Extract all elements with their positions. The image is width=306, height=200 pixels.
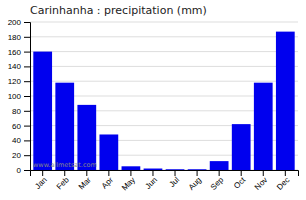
grid (30, 22, 298, 170)
y-tick: 200 (8, 18, 30, 27)
grid-line (30, 22, 298, 23)
grid-line (30, 66, 298, 67)
plot: 0 20 40 60 80 100 120 140 160 180 200 Jan Feb Mar Apr M… (8, 18, 299, 192)
y-tick-mark (24, 52, 30, 53)
x-tick: May (120, 170, 137, 192)
y-tick-label: 120 (8, 77, 22, 86)
x-tick: Sep (209, 170, 226, 192)
y-tick-mark (24, 170, 30, 171)
x-tick: Apr (100, 170, 115, 191)
grid-line (30, 36, 298, 37)
title: Carinhanha : precipitation (mm) (30, 4, 207, 17)
x-tick-mark (64, 170, 65, 176)
x-tick: Mar (77, 170, 93, 191)
y-tick-label: 20 (12, 151, 21, 160)
y-tick: 100 (8, 92, 30, 101)
bar (276, 32, 295, 170)
y-tick: 140 (8, 62, 30, 71)
y-axis-line (24, 23, 31, 171)
x-axis-line (31, 171, 299, 177)
y-tick: 160 (8, 48, 30, 57)
bars (33, 32, 294, 170)
x-tick-label: Feb (55, 175, 72, 192)
y-tick: 180 (8, 33, 30, 42)
y-tick-label: 40 (12, 136, 21, 145)
y-tick-label: 100 (8, 92, 22, 101)
y-tick: 80 (12, 107, 30, 116)
y-tick: 60 (12, 122, 30, 131)
x-axis: Jan Feb Mar Apr May Jun Jul Aug Sep Oct Nov Dec (31, 170, 299, 192)
y-tick-mark (24, 111, 30, 112)
x-tick: Nov (253, 170, 269, 192)
x-tick-mark (219, 170, 220, 176)
bar (254, 83, 273, 170)
x-tick-mark (175, 170, 176, 176)
bar (55, 83, 74, 170)
bar (188, 169, 207, 170)
y-tick-mark (24, 126, 30, 127)
y-tick-mark (24, 66, 30, 67)
y-tick-mark (24, 140, 30, 141)
y-tick-label: 180 (8, 33, 22, 42)
y-tick: 40 (12, 136, 30, 145)
x-tick-label: Oct (232, 175, 248, 191)
y-tick: 0 (17, 166, 30, 175)
x-tick: Jul (168, 170, 182, 189)
x-tick: Jan (33, 170, 48, 191)
x-tick: Aug (187, 170, 203, 192)
y-tick-mark (24, 81, 30, 82)
y-tick: 120 (8, 77, 30, 86)
y-axis: 0 20 40 60 80 100 120 140 160 180 200 (8, 18, 31, 175)
grid-line (30, 81, 298, 82)
y-tick: 20 (12, 151, 30, 160)
y-tick-label: 160 (8, 48, 22, 57)
x-tick-label: Sep (209, 175, 226, 192)
y-tick-label: 0 (17, 166, 22, 175)
y-tick-label: 140 (8, 62, 22, 71)
x-tick-mark (130, 170, 131, 176)
x-tick-mark (285, 170, 286, 176)
x-tick-label: Apr (100, 175, 115, 190)
x-tick-mark (263, 170, 264, 176)
bar (144, 169, 163, 170)
y-tick-mark (24, 96, 30, 97)
bar (99, 134, 118, 170)
x-tick-label: Dec (275, 175, 291, 191)
x-tick: Oct (232, 170, 248, 191)
x-tick-mark (42, 170, 43, 176)
x-tick-label: Jun (144, 175, 159, 190)
annotation: www.allmetsat.com (33, 161, 97, 169)
chart: Carinhanha : precipitation (mm) 0 20 40 60 80… (0, 0, 306, 200)
y-tick-mark (24, 22, 30, 23)
x-tick-mark (197, 170, 198, 176)
y-tick-mark (24, 37, 30, 38)
x-tick-label: May (120, 175, 137, 192)
x-tick-mark (108, 170, 109, 176)
y-tick-label: 200 (8, 18, 22, 27)
x-tick-mark (86, 170, 87, 176)
x-tick-label: Aug (187, 175, 203, 191)
x-tick: Feb (55, 170, 72, 191)
y-tick-label: 80 (12, 107, 21, 116)
bar (166, 169, 185, 170)
x-tick-mark (152, 170, 153, 176)
y-tick-label: 60 (12, 122, 21, 131)
grid-line (30, 51, 298, 52)
x-tick-mark (241, 170, 242, 176)
y-tick-mark (24, 155, 30, 156)
bar (232, 124, 251, 170)
x-tick: Dec (275, 170, 291, 192)
x-tick: Jun (144, 170, 159, 191)
bar (33, 52, 52, 170)
x-tick-label: Jul (168, 175, 182, 189)
bar (210, 161, 229, 170)
x-tick-label: Jan (33, 175, 48, 190)
x-tick-label: Mar (77, 175, 93, 191)
bar (122, 166, 141, 170)
x-tick-label: Nov (253, 175, 269, 191)
